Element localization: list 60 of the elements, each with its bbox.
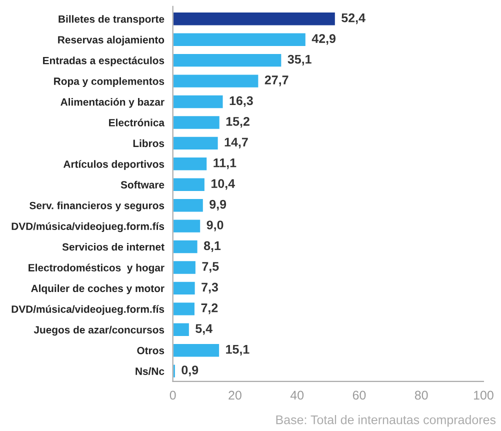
y-tick-label: Serv. financieros y seguros <box>30 202 164 212</box>
y-tick-label: Alquiler de coches y motor <box>31 284 164 294</box>
bar <box>172 73 260 89</box>
y-tick-label: Alimentación y bazar <box>60 98 164 108</box>
data-label: 10,4 <box>211 179 235 190</box>
bar <box>172 32 307 48</box>
data-label: 9,9 <box>210 200 226 211</box>
bar <box>172 260 197 276</box>
x-tick-label: 0 <box>170 390 176 400</box>
bar <box>172 280 196 296</box>
x-tick-label: 40 <box>290 390 304 400</box>
bar <box>172 301 196 317</box>
y-tick-label: Libros <box>133 139 164 148</box>
x-tick-label: 20 <box>228 390 242 400</box>
data-label: 7,5 <box>202 262 219 273</box>
bar <box>172 11 336 27</box>
x-tick-label: 60 <box>352 390 366 400</box>
bar <box>172 239 199 255</box>
data-label: 42,9 <box>312 34 336 45</box>
data-label: 5,4 <box>196 324 212 335</box>
bar <box>172 198 204 214</box>
y-tick-label: Ropa y complementos <box>54 77 164 87</box>
bar <box>172 156 208 172</box>
data-label: 9,0 <box>206 220 224 232</box>
y-tick-label: Servicios de internet <box>62 243 164 251</box>
y-tick-label: Entradas a espectáculos <box>43 56 164 66</box>
y-tick-label: Billetes de transporte <box>58 15 164 25</box>
y-tick-label: Artículos deportivos <box>63 160 164 170</box>
data-label: 35,1 <box>288 54 312 66</box>
data-label: 8,1 <box>204 241 221 252</box>
bar <box>172 114 221 130</box>
data-label: 27,7 <box>264 76 288 86</box>
y-tick-label: Ns/Nc <box>136 367 164 376</box>
y-tick-label: DVD/música/videojueg.form.fís <box>12 305 164 315</box>
y-tick-label: Juegos de azar/concursos <box>34 326 164 336</box>
bar <box>172 322 190 338</box>
data-label: 15,1 <box>226 344 250 356</box>
data-label: 15,2 <box>226 116 250 128</box>
y-tick-label: Electrónica <box>109 118 165 126</box>
data-label: 16,3 <box>230 96 253 107</box>
y-tick-label: Software <box>120 180 164 189</box>
data-label: 0,9 <box>182 366 198 376</box>
bar <box>172 94 224 110</box>
data-label: 14,7 <box>224 138 248 148</box>
bar <box>172 218 202 234</box>
y-tick-label: Reservas alojamiento <box>58 36 164 46</box>
text: Base: Total de internautas compradores <box>276 415 496 427</box>
bar <box>172 176 206 192</box>
y-tick-label: Electrodomésticos y hogar <box>28 264 164 274</box>
y-tick-label: DVD/música/videojueg.form.fís <box>12 222 164 232</box>
data-label: 11,1 <box>214 158 236 170</box>
bar <box>172 342 220 358</box>
x-tick-label: 100 <box>474 390 494 400</box>
data-label: 52,4 <box>342 13 366 24</box>
bar <box>172 52 283 68</box>
x-tick-label: 80 <box>414 390 428 400</box>
data-label: 7,3 <box>202 282 218 294</box>
bar <box>172 135 220 151</box>
y-tick-label: Otros <box>137 346 164 354</box>
data-label: 7,2 <box>201 303 218 314</box>
